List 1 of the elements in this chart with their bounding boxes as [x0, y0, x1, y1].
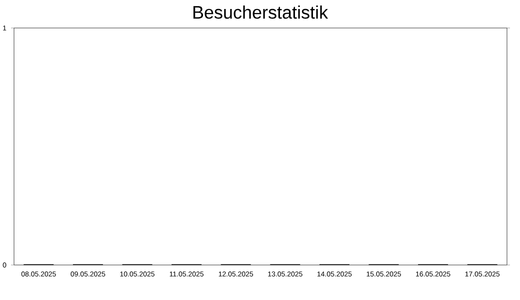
chart-title: Besucherstatistik	[193, 6, 328, 19]
